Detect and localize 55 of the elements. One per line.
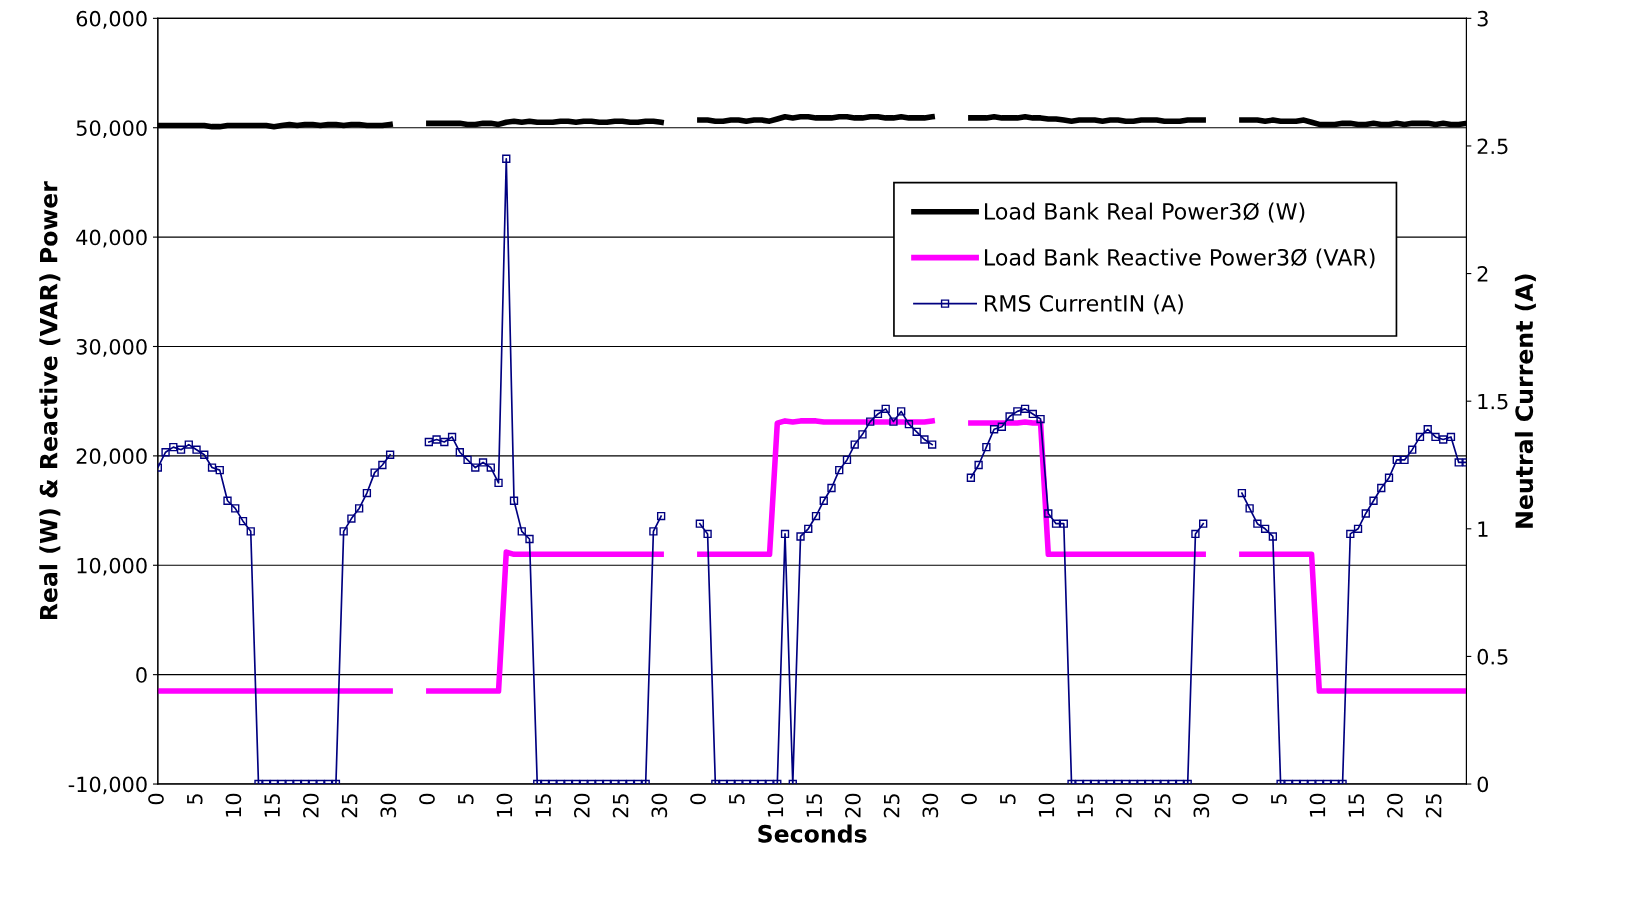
- x-tick-label: 15: [264, 794, 281, 817]
- x-tick-label: 5: [1271, 794, 1287, 805]
- y2-tick-label: 3: [1477, 10, 1488, 27]
- x-tick-label: 30: [922, 793, 939, 818]
- y-tick-label: 40,000: [76, 229, 147, 248]
- x-tick-label: 0: [690, 793, 706, 805]
- x-tick-label: 25: [883, 794, 900, 818]
- x-tick-label: 0: [148, 793, 164, 805]
- y2-tick-label: 1.5: [1478, 393, 1508, 410]
- legend-label: Load Bank Reactive Power3Ø (VAR): [985, 248, 1375, 269]
- x-tick-label: 10: [1309, 793, 1326, 817]
- x-tick-label: 5: [1000, 794, 1016, 805]
- x-tick-label: 30: [380, 793, 397, 818]
- y-tick-label: 0: [136, 667, 147, 683]
- x-tick-label: 5: [187, 794, 203, 805]
- x-tick-label: 30: [651, 793, 668, 818]
- x-tick-label: 25: [1154, 794, 1171, 818]
- y2-tick-label: 2: [1477, 266, 1488, 282]
- y-tick-label: 20,000: [76, 448, 147, 467]
- y2-axis-title: Neutral Current (A): [1514, 274, 1536, 528]
- x-tick-label: 10: [225, 793, 242, 817]
- x-tick-label: 10: [1038, 793, 1055, 817]
- y-tick-label: 50,000: [76, 120, 147, 139]
- x-tick-label: 15: [1077, 794, 1094, 817]
- x-tick-label: 20: [845, 793, 861, 818]
- x-tick-label: 30: [1193, 793, 1210, 818]
- y2-tick-label: 1: [1478, 521, 1488, 537]
- x-tick-label: 25: [341, 794, 358, 818]
- x-tick-label: 20: [1387, 793, 1403, 818]
- legend-label: RMS CurrentIN (A): [985, 294, 1183, 315]
- y2-tick-label: 0.5: [1477, 648, 1508, 665]
- x-tick-label: 10: [767, 793, 784, 817]
- y2-tick-label: 2.5: [1477, 138, 1508, 155]
- x-tick-label: 5: [458, 794, 474, 805]
- x-tick-label: 20: [302, 793, 319, 818]
- x-tick-label: 20: [573, 793, 590, 818]
- x-tick-label: 5: [729, 794, 745, 805]
- x-tick-label: 15: [1348, 794, 1365, 817]
- x-tick-label: 25: [612, 794, 629, 818]
- legend-label: Load Bank Real Power3Ø (W): [985, 202, 1305, 223]
- x-tick-label: 20: [1116, 793, 1132, 818]
- y-tick-label: -10,000: [68, 776, 147, 795]
- y2-tick-label: 0: [1477, 776, 1489, 793]
- x-tick-label: 0: [961, 793, 977, 805]
- x-tick-label: 15: [806, 794, 823, 817]
- x-tick-label: 0: [419, 793, 435, 805]
- x-tick-label: 0: [1232, 793, 1248, 805]
- x-tick-label: 10: [496, 793, 513, 817]
- y-tick-label: 30,000: [76, 338, 147, 357]
- x-tick-label: 15: [535, 794, 552, 817]
- x-tick-label: 25: [1425, 794, 1442, 818]
- y-axis-title: Real (W) & Reactive (VAR) Power: [39, 181, 61, 620]
- y-tick-label: 10,000: [77, 557, 147, 576]
- x-axis-title: Seconds: [758, 824, 867, 843]
- y-tick-label: 60,000: [76, 10, 147, 29]
